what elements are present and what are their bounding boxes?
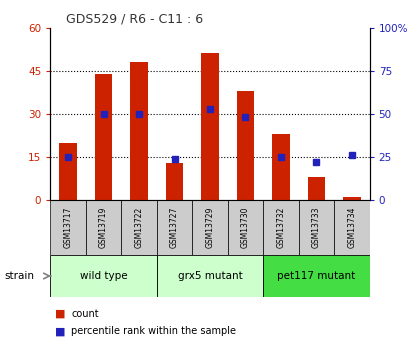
Text: count: count	[71, 309, 99, 319]
Bar	[130, 62, 148, 200]
Text: GSM13729: GSM13729	[205, 207, 215, 248]
Bar	[50, 255, 157, 297]
Text: wild type: wild type	[80, 271, 127, 281]
Text: ■: ■	[55, 309, 65, 319]
Bar	[157, 255, 263, 297]
Text: GSM13722: GSM13722	[134, 207, 144, 248]
Bar	[201, 53, 219, 200]
Text: strain: strain	[4, 271, 34, 281]
Text: GSM13730: GSM13730	[241, 207, 250, 248]
Text: GDS529 / R6 - C11 : 6: GDS529 / R6 - C11 : 6	[66, 12, 203, 25]
Bar	[165, 163, 184, 200]
Text: GSM13732: GSM13732	[276, 207, 286, 248]
Text: percentile rank within the sample: percentile rank within the sample	[71, 326, 236, 336]
Text: ■: ■	[55, 326, 65, 336]
Bar	[334, 200, 370, 255]
Bar	[95, 73, 113, 200]
Bar	[50, 200, 86, 255]
Bar	[272, 134, 290, 200]
Bar	[307, 177, 325, 200]
Bar	[228, 200, 263, 255]
Bar	[192, 200, 228, 255]
Bar	[236, 91, 255, 200]
Text: grx5 mutant: grx5 mutant	[178, 271, 242, 281]
Text: GSM13734: GSM13734	[347, 207, 356, 248]
Bar	[299, 200, 334, 255]
Text: GSM13717: GSM13717	[64, 207, 73, 248]
Text: GSM13727: GSM13727	[170, 207, 179, 248]
Bar	[59, 142, 77, 200]
Bar	[263, 200, 299, 255]
Bar	[263, 255, 370, 297]
Text: GSM13719: GSM13719	[99, 207, 108, 248]
Text: GSM13733: GSM13733	[312, 207, 321, 248]
Bar	[121, 200, 157, 255]
Bar	[343, 197, 361, 200]
Bar	[157, 200, 192, 255]
Bar	[86, 200, 121, 255]
Text: pet117 mutant: pet117 mutant	[277, 271, 355, 281]
